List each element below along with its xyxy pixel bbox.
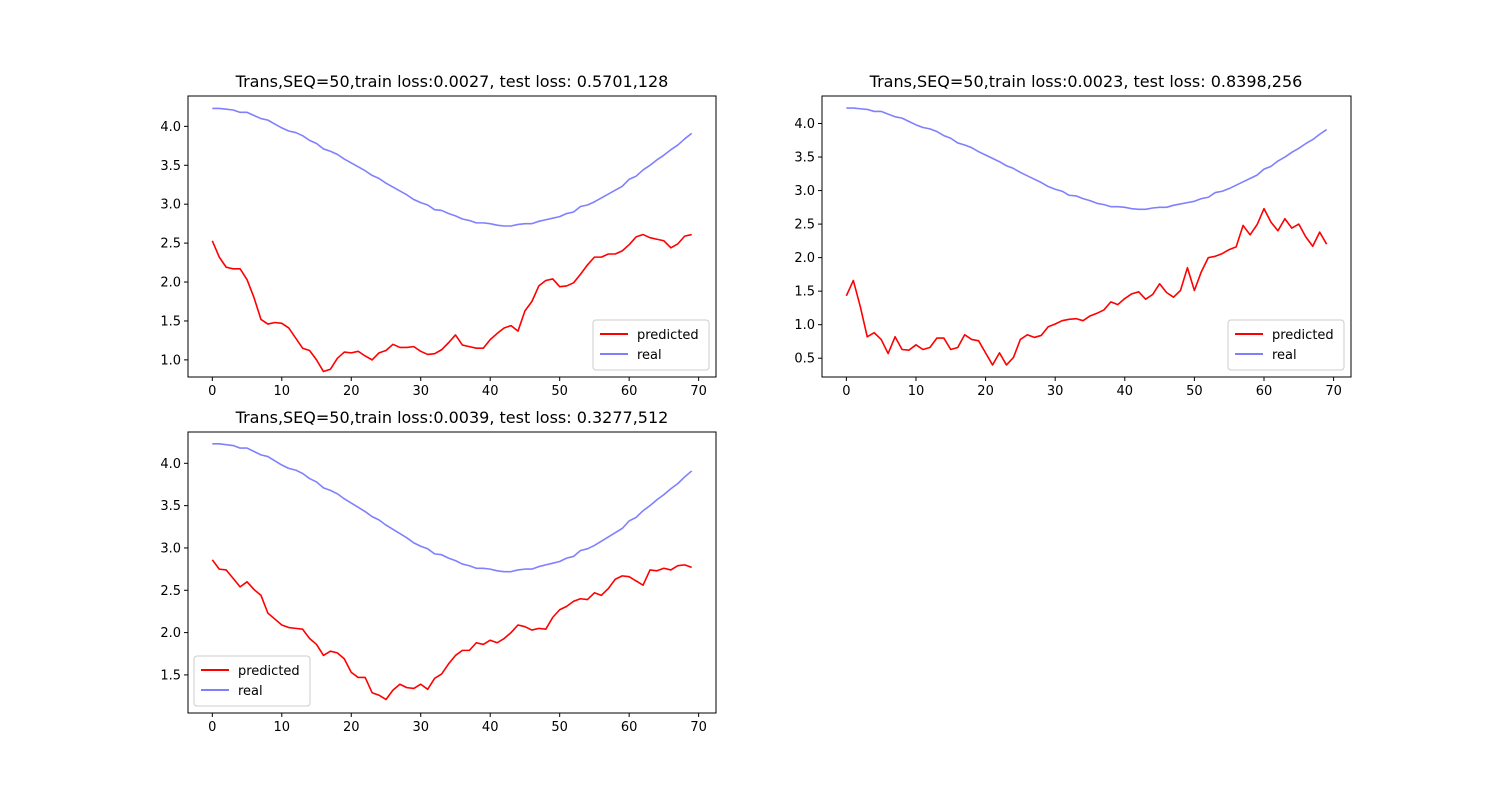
x-tick-label: 70	[1325, 384, 1342, 399]
x-tick-label: 30	[412, 720, 429, 735]
series-line-real	[212, 107, 693, 227]
chart-title: Trans,SEQ=50,train loss:0.0027, test los…	[235, 72, 669, 91]
x-tick-label: 70	[690, 720, 707, 735]
legend-box	[592, 319, 710, 371]
y-tick-label: 3.5	[160, 159, 181, 174]
y-tick-label: 0.5	[794, 352, 815, 367]
y-tick-label: 4.0	[794, 117, 815, 132]
chart-title: Trans,SEQ=50,train loss:0.0039, test los…	[235, 408, 669, 427]
legend-box	[193, 655, 311, 707]
x-tick-label: 50	[1186, 384, 1203, 399]
x-tick-label: 70	[690, 384, 707, 399]
series-line-predicted	[211, 233, 692, 373]
legend-label-real: real	[637, 348, 662, 363]
x-tick-label: 40	[482, 384, 499, 399]
y-tick-label: 2.0	[794, 251, 815, 266]
x-tick-label: 60	[621, 720, 638, 735]
y-tick-label: 2.5	[794, 218, 815, 233]
x-tick-label: 10	[274, 720, 291, 735]
y-tick-label: 3.0	[794, 184, 815, 199]
legend-label-predicted: predicted	[238, 664, 300, 679]
x-tick-label: 60	[621, 384, 638, 399]
series-line-predicted	[211, 559, 692, 701]
plot-frame	[187, 431, 717, 714]
plot-frame	[187, 95, 717, 378]
y-tick-label: 4.0	[160, 120, 181, 135]
legend-label-real: real	[1272, 348, 1297, 363]
y-tick-label: 2.5	[160, 584, 181, 599]
y-tick-label: 1.0	[160, 353, 181, 368]
x-tick-label: 10	[908, 384, 925, 399]
x-tick-label: 50	[551, 384, 568, 399]
subplot-256: Trans,SEQ=50,train loss:0.0023, test los…	[794, 72, 1352, 399]
subplot-128: Trans,SEQ=50,train loss:0.0027, test los…	[160, 72, 717, 399]
x-tick-label: 50	[551, 720, 568, 735]
y-tick-label: 3.0	[160, 198, 181, 213]
legend: predicted real	[193, 655, 311, 707]
x-tick-label: 0	[208, 384, 216, 399]
plot-frame	[821, 95, 1352, 378]
chart-title: Trans,SEQ=50,train loss:0.0023, test los…	[869, 72, 1303, 91]
legend: predicted real	[1227, 319, 1345, 371]
x-tick-label: 0	[842, 384, 850, 399]
y-tick-label: 4.0	[160, 457, 181, 472]
x-tick-label: 30	[1047, 384, 1064, 399]
y-tick-label: 2.5	[160, 237, 181, 252]
y-tick-label: 3.5	[160, 499, 181, 514]
x-tick-label: 20	[977, 384, 994, 399]
x-tick-label: 20	[343, 720, 360, 735]
x-tick-label: 30	[412, 384, 429, 399]
legend: predicted real	[592, 319, 710, 371]
x-tick-label: 40	[1117, 384, 1134, 399]
y-tick-label: 3.5	[794, 151, 815, 166]
x-tick-label: 40	[482, 720, 499, 735]
x-tick-label: 0	[208, 720, 216, 735]
series-line-real	[212, 443, 693, 573]
subplot-512: Trans,SEQ=50,train loss:0.0039, test los…	[160, 408, 717, 735]
y-tick-label: 2.0	[160, 276, 181, 291]
y-tick-label: 2.0	[160, 626, 181, 641]
legend-label-real: real	[238, 684, 263, 699]
y-tick-label: 1.5	[160, 314, 181, 329]
x-tick-label: 20	[343, 384, 360, 399]
series-line-predicted	[845, 207, 1328, 366]
y-tick-label: 1.0	[794, 318, 815, 333]
y-tick-label: 1.5	[794, 285, 815, 300]
legend-label-predicted: predicted	[1272, 328, 1334, 343]
x-tick-label: 60	[1256, 384, 1273, 399]
y-tick-label: 3.0	[160, 541, 181, 556]
series-line-real	[846, 107, 1328, 211]
legend-box	[1227, 319, 1345, 371]
legend-label-predicted: predicted	[637, 328, 699, 343]
x-tick-label: 10	[274, 384, 291, 399]
y-tick-label: 1.5	[160, 668, 181, 683]
